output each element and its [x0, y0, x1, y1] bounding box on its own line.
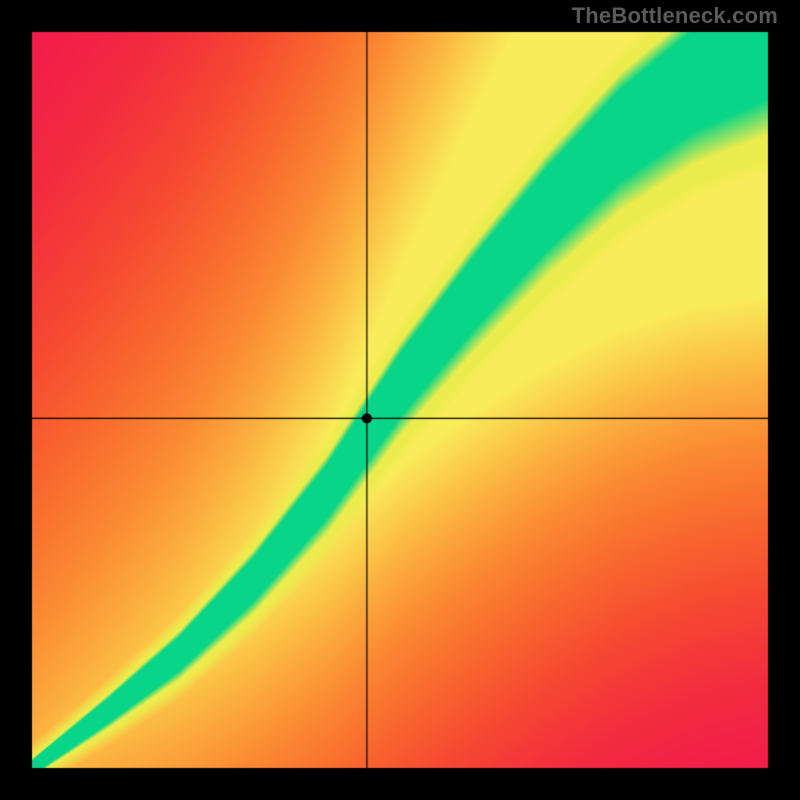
- chart-container: TheBottleneck.com: [0, 0, 800, 800]
- bottleneck-heatmap-canvas: [0, 0, 800, 800]
- watermark-text: TheBottleneck.com: [572, 3, 778, 29]
